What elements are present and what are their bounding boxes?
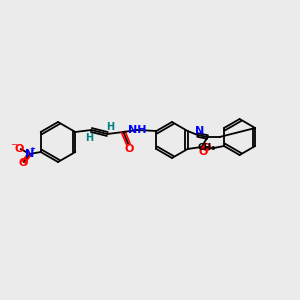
Text: O: O [15, 144, 24, 154]
Text: −: − [10, 140, 17, 149]
Text: O: O [19, 158, 28, 168]
Text: O: O [124, 144, 134, 154]
Text: H: H [106, 122, 114, 132]
Text: N: N [25, 149, 34, 159]
Text: NH: NH [128, 125, 147, 135]
Text: N: N [195, 126, 204, 136]
Text: O: O [201, 143, 211, 153]
Text: O: O [199, 147, 208, 157]
Text: +: + [30, 146, 36, 152]
Text: H: H [85, 133, 93, 143]
Text: CH₃: CH₃ [197, 143, 215, 152]
